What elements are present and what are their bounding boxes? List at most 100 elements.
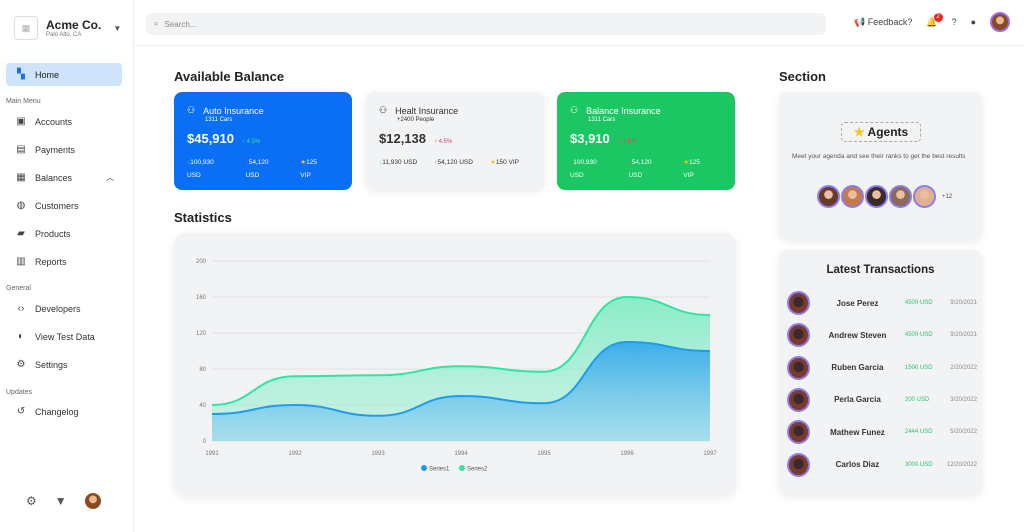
arrow-icon: ↑ <box>245 159 249 166</box>
transaction-row[interactable]: Ruben Garcia 1500 USD 2/20/2022 <box>787 355 977 381</box>
card-change: 4.5% <box>622 139 637 145</box>
sidebar-item-payments[interactable]: ▤ Payments <box>6 138 122 161</box>
sidebar-item-changelog[interactable]: ↺ Changelog <box>6 400 122 423</box>
nav-label: Balances <box>35 172 73 183</box>
legend-marker <box>459 465 465 471</box>
stat-s2: ↑54,120 USD <box>628 156 651 182</box>
transaction-date: 12/20/2022 <box>946 461 977 468</box>
org-switcher[interactable]: ▦ Acme Co. Palo Alto, CA ▼ <box>14 16 121 40</box>
section-title: Section <box>779 69 826 84</box>
x-tick-label: 1991 <box>205 451 219 457</box>
transaction-avatar <box>787 323 810 348</box>
org-name: Acme Co. <box>46 18 102 32</box>
feedback-button[interactable]: 📢 Feedback? <box>854 16 913 27</box>
stat-unit: VIP <box>300 172 311 179</box>
nav-label: View Test Data <box>35 331 95 342</box>
sidebar-item-developers[interactable]: ‹› Developers <box>6 297 122 320</box>
card-amount: $3,910 <box>570 131 610 146</box>
search-placeholder: Search... <box>164 19 197 29</box>
sidebar-item-balances[interactable]: ▦ Balances ︿ <box>6 166 122 189</box>
clipboard-icon: ▥ <box>16 255 26 267</box>
agent-avatar[interactable] <box>913 185 936 208</box>
stat-value: 125 <box>689 159 700 166</box>
sidebar-item-customers[interactable]: ◍ Customers <box>6 194 122 217</box>
stat-value: 125 <box>306 159 317 166</box>
help-icon[interactable]: ? <box>951 17 957 27</box>
nav-label: Accounts <box>35 116 73 127</box>
statistics-chart-card: 0 40 80 120 160 200 1991 1992 1993 1994 1995 1996 19… <box>174 233 736 495</box>
person-card-icon: ▣ <box>16 115 26 127</box>
users-icon: ⚇ <box>379 105 388 115</box>
card-subtitle: +2400 People <box>397 117 435 123</box>
users-icon: ⚇ <box>187 105 196 115</box>
transaction-row[interactable]: Andrew Steven 4500 USD 9/20/2021 <box>787 322 977 348</box>
stat-value: 100,930 <box>573 159 597 166</box>
search-input[interactable]: ⌕ Search... <box>146 13 826 35</box>
x-tick-label: 1992 <box>288 451 302 457</box>
settings-gear-icon[interactable]: ⚙ <box>26 494 37 508</box>
org-logo: ▦ <box>14 16 38 40</box>
y-tick-label: 40 <box>199 403 206 409</box>
card-subtitle: 1311 Cars <box>588 117 616 123</box>
x-tick-label: 1993 <box>371 451 385 457</box>
transaction-amount: 1500 USD <box>904 364 933 371</box>
stat-unit: USD <box>570 172 584 179</box>
card-title: Healt Insurance <box>395 105 459 116</box>
series2-line <box>211 295 711 406</box>
agent-avatar[interactable] <box>817 185 840 208</box>
stat-unit: USD <box>628 172 643 179</box>
notifications-bell-icon[interactable]: 🔔 2 <box>926 12 943 28</box>
agent-avatar[interactable] <box>889 185 912 208</box>
statistics-title: Statistics <box>174 210 232 225</box>
notification-badge: 2 <box>933 12 943 22</box>
user-avatar[interactable] <box>84 493 101 509</box>
section-general: General <box>6 285 31 292</box>
sidebar-item-view-test-data[interactable]: ◐ View Test Data <box>6 325 122 348</box>
github-icon[interactable]: ● <box>970 17 976 27</box>
sidebar-item-settings[interactable]: ⚙ Settings <box>6 353 122 376</box>
legend-label: Series1 <box>429 467 450 473</box>
y-tick-label: 200 <box>196 259 207 265</box>
nav-label: Developers <box>35 303 81 314</box>
agents-text: Meet your agenda and see their ranks to … <box>792 153 966 160</box>
transaction-row[interactable]: Carlos Diaz 3000 USD 12/20/2022 <box>787 452 977 478</box>
sidebar-item-accounts[interactable]: ▣ Accounts <box>6 110 122 133</box>
transaction-name: Mathew Funez <box>830 427 885 437</box>
x-tick-label: 1997 <box>703 451 717 457</box>
profile-avatar[interactable] <box>990 12 1010 32</box>
agent-avatar[interactable] <box>865 185 888 208</box>
transaction-name: Carlos Diaz <box>835 460 880 469</box>
balance-card[interactable]: ⚇ Auto Insurance 1311 Cars $45,910 ↑ 4.5% … <box>174 92 352 190</box>
stat-s1: ↓100,930 USD <box>187 156 214 182</box>
stat-value: 11,930 USD <box>382 159 418 166</box>
sidebar-item-products[interactable]: ▰ Products <box>6 222 122 245</box>
transaction-avatar <box>787 420 810 445</box>
agent-avatar[interactable] <box>841 185 864 208</box>
transactions-title: Latest Transactions <box>826 264 935 276</box>
transaction-date: 5/20/2022 <box>950 429 977 436</box>
agents-badge[interactable]: ★ Agents <box>841 122 921 142</box>
sidebar-item-reports[interactable]: ▥ Reports <box>6 250 122 273</box>
latest-transactions-card: Latest Transactions Jose Perez 4500 USD 9/… <box>779 250 982 495</box>
transaction-row[interactable]: Perla Garcia 200 USD 3/20/2022 <box>787 387 977 413</box>
nav-label: Reports <box>35 256 67 267</box>
wallet-icon: ▤ <box>16 143 26 155</box>
transaction-row[interactable]: Mathew Funez 2444 USD 5/20/2022 <box>787 419 977 445</box>
chevron-up-icon[interactable]: ︿ <box>106 173 114 182</box>
briefcase-icon: ▰ <box>17 227 25 239</box>
x-tick-label: 1994 <box>454 451 468 457</box>
search-icon: ⌕ <box>154 19 159 28</box>
stat-s3: ★125 VIP <box>683 156 700 182</box>
transaction-row[interactable]: Jose Perez 4500 USD 9/20/2021 <box>787 290 977 316</box>
filter-icon[interactable]: ▼ <box>54 494 67 508</box>
stat-s1: ↓11,930 USD <box>379 156 417 169</box>
nav-label: Changelog <box>35 406 79 417</box>
balance-card[interactable]: ⚇ Balance Insurance 1311 Cars $3,910 ↑ 4.5… <box>557 92 735 190</box>
sidebar-item-home[interactable]: ▚ Home <box>6 63 122 86</box>
stat-value: 150 VIP <box>495 159 519 166</box>
transaction-avatar <box>787 355 810 380</box>
stat-s3: ★150 VIP <box>490 156 519 169</box>
stat-s2: ↑54,120 USD <box>245 156 268 182</box>
balance-card[interactable]: ⚇ Healt Insurance +2400 People $12,138 ↑ 4… <box>366 92 544 190</box>
transaction-date: 9/20/2021 <box>950 332 977 339</box>
